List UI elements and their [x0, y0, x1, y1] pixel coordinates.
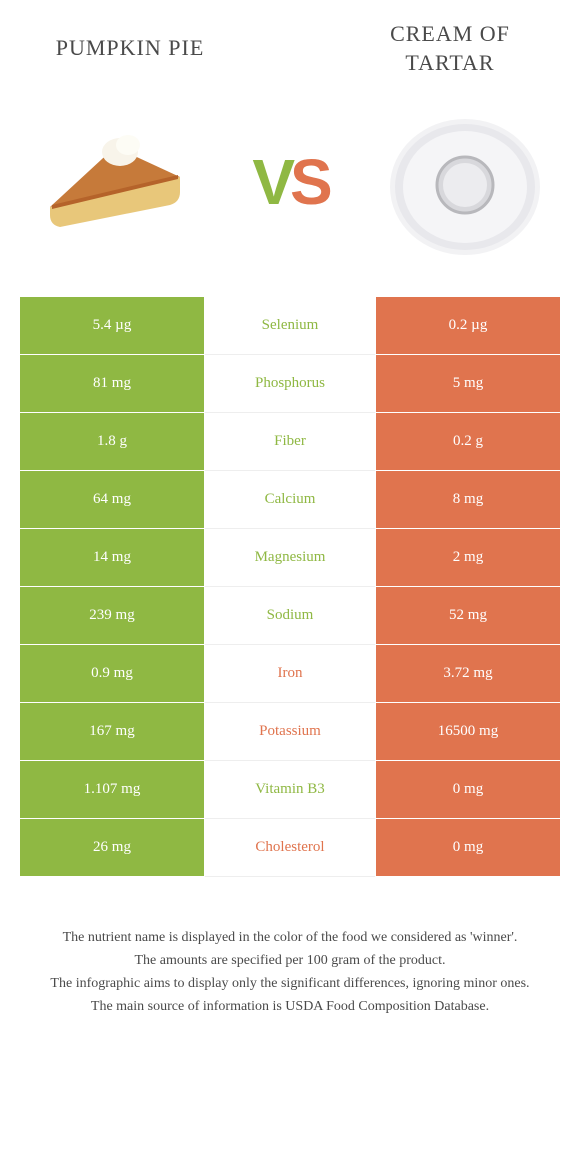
right-value: 16500 mg	[375, 703, 560, 761]
nutrient-label: Cholesterol	[205, 819, 375, 877]
nutrient-label: Potassium	[205, 703, 375, 761]
right-value: 0 mg	[375, 761, 560, 819]
nutrient-label: Iron	[205, 645, 375, 703]
footer-line: The main source of information is USDA F…	[40, 996, 540, 1017]
table-row: 5.4 µgSelenium0.2 µg	[20, 297, 560, 355]
nutrient-label: Sodium	[205, 587, 375, 645]
table-row: 1.107 mgVitamin B30 mg	[20, 761, 560, 819]
nutrient-label: Magnesium	[205, 529, 375, 587]
footer-line: The amounts are specified per 100 gram o…	[40, 950, 540, 971]
table-row: 1.8 gFiber0.2 g	[20, 413, 560, 471]
left-value: 1.107 mg	[20, 761, 205, 819]
left-value: 5.4 µg	[20, 297, 205, 355]
left-value: 239 mg	[20, 587, 205, 645]
left-value: 81 mg	[20, 355, 205, 413]
left-value: 64 mg	[20, 471, 205, 529]
right-value: 0.2 g	[375, 413, 560, 471]
table-row: 81 mgPhosphorus5 mg	[20, 355, 560, 413]
table-row: 64 mgCalcium8 mg	[20, 471, 560, 529]
footer-line: The nutrient name is displayed in the co…	[40, 927, 540, 948]
nutrient-label: Selenium	[205, 297, 375, 355]
nutrient-label: Phosphorus	[205, 355, 375, 413]
table-row: 0.9 mgIron3.72 mg	[20, 645, 560, 703]
right-value: 3.72 mg	[375, 645, 560, 703]
nutrient-label: Fiber	[205, 413, 375, 471]
nutrient-comparison-table: 5.4 µgSelenium0.2 µg81 mgPhosphorus5 mg1…	[20, 297, 560, 877]
left-food-title: Pumpkin Pie	[30, 34, 230, 63]
table-row: 239 mgSodium52 mg	[20, 587, 560, 645]
header-titles: Pumpkin Pie Cream of Tartar	[0, 0, 580, 87]
table-row: 167 mgPotassium16500 mg	[20, 703, 560, 761]
left-value: 1.8 g	[20, 413, 205, 471]
right-value: 2 mg	[375, 529, 560, 587]
table-row: 14 mgMagnesium2 mg	[20, 529, 560, 587]
left-value: 0.9 mg	[20, 645, 205, 703]
right-value: 8 mg	[375, 471, 560, 529]
images-row: VS	[0, 87, 580, 297]
nutrient-label: Calcium	[205, 471, 375, 529]
nutrient-label: Vitamin B3	[205, 761, 375, 819]
right-value: 5 mg	[375, 355, 560, 413]
vs-label: VS	[252, 145, 327, 219]
cream-of-tartar-icon	[380, 97, 550, 267]
table-row: 26 mgCholesterol0 mg	[20, 819, 560, 877]
left-value: 26 mg	[20, 819, 205, 877]
right-value: 52 mg	[375, 587, 560, 645]
vs-s: S	[290, 146, 328, 218]
left-value: 167 mg	[20, 703, 205, 761]
right-value: 0 mg	[375, 819, 560, 877]
pumpkin-pie-icon	[30, 97, 200, 267]
right-food-title: Cream of Tartar	[350, 20, 550, 77]
vs-v: V	[252, 146, 290, 218]
footer-notes: The nutrient name is displayed in the co…	[0, 877, 580, 1039]
footer-line: The infographic aims to display only the…	[40, 973, 540, 994]
right-value: 0.2 µg	[375, 297, 560, 355]
left-value: 14 mg	[20, 529, 205, 587]
